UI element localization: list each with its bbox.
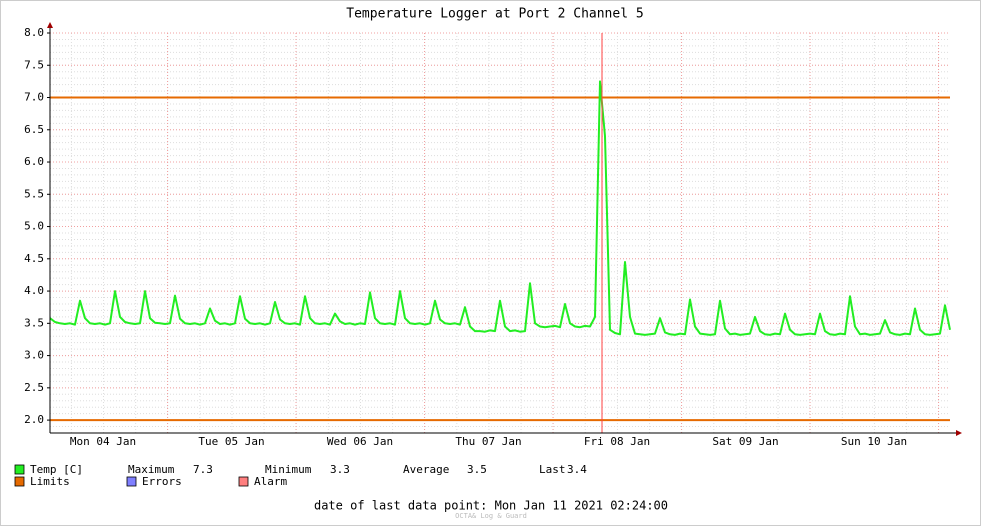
y-tick-label: 6.5 (24, 123, 44, 136)
y-tick-label: 5.0 (24, 220, 44, 233)
legend-label: Errors (142, 475, 182, 488)
stat-label: Minimum (265, 463, 312, 476)
y-tick-label: 5.5 (24, 187, 44, 200)
y-tick-label: 6.0 (24, 155, 44, 168)
y-tick-label: 8.0 (24, 26, 44, 39)
chart-title: Temperature Logger at Port 2 Channel 5 (346, 7, 643, 22)
y-tick-label: 4.0 (24, 284, 44, 297)
y-tick-label: 4.5 (24, 252, 44, 265)
x-tick-label: Mon 04 Jan (70, 435, 136, 448)
y-axis-arrow (47, 22, 53, 28)
x-tick-label: Sun 10 Jan (841, 435, 907, 448)
y-tick-label: 2.0 (24, 413, 44, 426)
x-tick-label: Thu 07 Jan (455, 435, 521, 448)
stat-value: 3.5 (467, 463, 487, 476)
legend-label: Limits (30, 475, 70, 488)
y-tick-label: 3.5 (24, 316, 44, 329)
y-tick-label: 7.0 (24, 91, 44, 104)
stat-value: 3.3 (330, 463, 350, 476)
x-tick-label: Fri 08 Jan (584, 435, 650, 448)
legend-swatch (14, 464, 25, 475)
legend-label: Temp [C] (30, 463, 83, 476)
y-tick-label: 3.0 (24, 349, 44, 362)
legend-swatch (14, 476, 25, 487)
stat-label: Last (539, 463, 566, 476)
stat-value: 7.3 (193, 463, 213, 476)
temp-line (49, 80, 951, 336)
x-axis-arrow (956, 430, 962, 436)
y-tick-label: 7.5 (24, 58, 44, 71)
y-tick-label: 2.5 (24, 381, 44, 394)
watermark: OCTA& Log & Guard (455, 512, 527, 520)
stat-label: Average (403, 463, 449, 476)
plot (49, 80, 951, 422)
x-tick-label: Wed 06 Jan (327, 435, 393, 448)
stat-value: 3.4 (567, 463, 587, 476)
footer: date of last data point: Mon Jan 11 2021… (314, 499, 668, 513)
x-tick-label: Sat 09 Jan (712, 435, 778, 448)
legend-swatch (238, 476, 249, 487)
stat-label: Maximum (128, 463, 175, 476)
x-tick-label: Tue 05 Jan (198, 435, 264, 448)
legend-swatch (126, 476, 137, 487)
legend-label: Alarm (254, 475, 287, 488)
grid (50, 32, 950, 433)
